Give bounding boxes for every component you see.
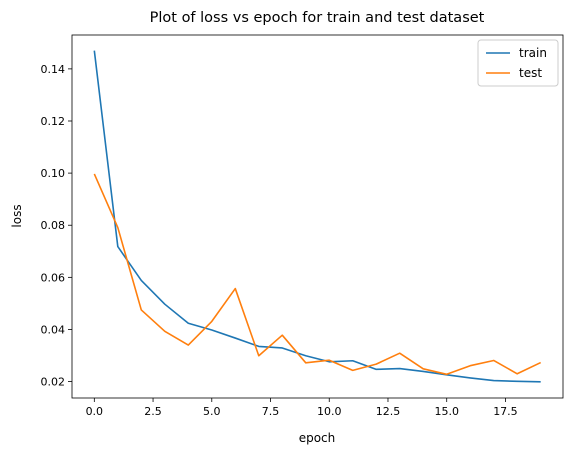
y-tick-label: 0.14 [41, 63, 66, 76]
series-line-train [93, 50, 541, 383]
y-tick-label: 0.04 [41, 323, 66, 336]
x-tick-label: 2.5 [144, 405, 162, 418]
y-tick-label: 0.06 [41, 271, 66, 284]
x-tick-label: 17.5 [493, 405, 518, 418]
chart-title: Plot of loss vs epoch for train and test… [150, 10, 485, 26]
y-tick-label: 0.08 [41, 219, 66, 232]
x-tick-label: 10.0 [317, 405, 342, 418]
y-axis-label: loss [10, 204, 24, 227]
x-tick-label: 0.0 [86, 405, 104, 418]
y-tick-label: 0.02 [41, 376, 66, 389]
legend-label-train: train [519, 46, 547, 60]
legend-box [477, 39, 559, 87]
y-tick-label: 0.12 [41, 115, 66, 128]
axes-frame [71, 34, 564, 399]
x-tick-label: 5.0 [203, 405, 221, 418]
x-axis-label: epoch [299, 431, 336, 445]
plot-area: 0.0 2.5 5.0 7.5 10.0 12.5 15.0 17.5 0.02 0.04 0.06… [41, 34, 564, 418]
x-tick-label: 7.5 [262, 405, 280, 418]
legend-label-test: test [519, 66, 542, 80]
series-line-test [93, 173, 542, 376]
x-tick-label: 12.5 [376, 405, 401, 418]
x-tick-label: 15.0 [434, 405, 459, 418]
y-tick-label: 0.10 [41, 167, 66, 180]
